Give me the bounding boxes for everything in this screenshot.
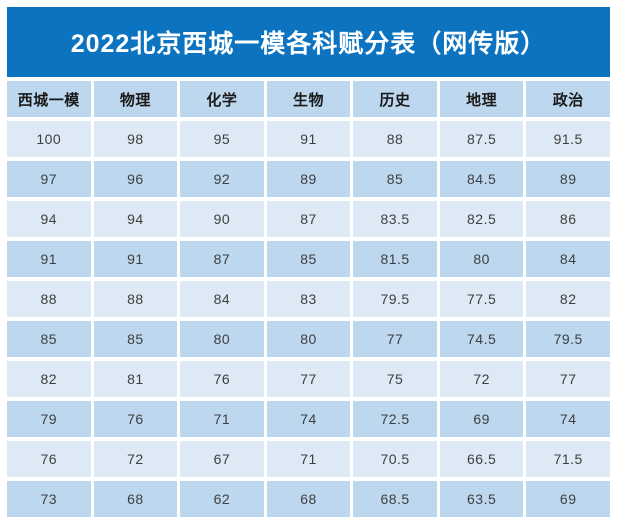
score-cell: 84 bbox=[526, 241, 610, 277]
score-cell: 69 bbox=[439, 401, 524, 437]
score-cell: 91 bbox=[7, 241, 91, 277]
score-cell: 77 bbox=[526, 361, 610, 397]
score-cell: 100 bbox=[7, 121, 91, 157]
score-cell: 85 bbox=[93, 321, 178, 357]
score-cell: 63.5 bbox=[439, 481, 524, 517]
score-cell: 79.5 bbox=[526, 321, 610, 357]
column-header: 物理 bbox=[93, 81, 178, 117]
score-cell: 71 bbox=[266, 441, 351, 477]
score-cell: 81 bbox=[93, 361, 178, 397]
score-cell: 81.5 bbox=[353, 241, 437, 277]
score-cell: 80 bbox=[266, 321, 351, 357]
score-cell: 77 bbox=[266, 361, 351, 397]
score-cell: 74 bbox=[266, 401, 351, 437]
score-cell: 83 bbox=[266, 281, 351, 317]
column-header: 西城一模 bbox=[7, 81, 91, 117]
score-cell: 75 bbox=[353, 361, 437, 397]
score-cell: 80 bbox=[439, 241, 524, 277]
score-cell: 85 bbox=[353, 161, 437, 197]
score-cell: 77.5 bbox=[439, 281, 524, 317]
score-cell: 87 bbox=[266, 201, 351, 237]
score-cell: 73 bbox=[7, 481, 91, 517]
score-cell: 79.5 bbox=[353, 281, 437, 317]
score-cell: 76 bbox=[93, 401, 178, 437]
score-cell: 91.5 bbox=[526, 121, 610, 157]
score-cell: 71.5 bbox=[526, 441, 610, 477]
score-cell: 74 bbox=[526, 401, 610, 437]
score-cell: 88 bbox=[353, 121, 437, 157]
score-cell: 84.5 bbox=[439, 161, 524, 197]
score-table: 西城一模 物理 化学 生物 历史 地理 政治 100 98 95 91 88 87.5 91.5 97 96 9… bbox=[7, 81, 610, 517]
score-cell: 82 bbox=[526, 281, 610, 317]
score-cell: 68 bbox=[266, 481, 351, 517]
score-cell: 80 bbox=[180, 321, 264, 357]
score-cell: 74.5 bbox=[439, 321, 524, 357]
score-cell: 94 bbox=[7, 201, 91, 237]
score-cell: 89 bbox=[526, 161, 610, 197]
score-cell: 85 bbox=[7, 321, 91, 357]
column-header: 政治 bbox=[526, 81, 610, 117]
page-title: 2022北京西城一模各科赋分表（网传版） bbox=[7, 7, 610, 77]
score-cell: 69 bbox=[526, 481, 610, 517]
score-cell: 98 bbox=[93, 121, 178, 157]
score-cell: 87 bbox=[180, 241, 264, 277]
score-cell: 82.5 bbox=[439, 201, 524, 237]
score-cell: 94 bbox=[93, 201, 178, 237]
score-cell: 83.5 bbox=[353, 201, 437, 237]
score-cell: 76 bbox=[7, 441, 91, 477]
score-cell: 79 bbox=[7, 401, 91, 437]
score-cell: 97 bbox=[7, 161, 91, 197]
score-cell: 72.5 bbox=[353, 401, 437, 437]
score-cell: 91 bbox=[93, 241, 178, 277]
score-cell: 90 bbox=[180, 201, 264, 237]
score-cell: 92 bbox=[180, 161, 264, 197]
score-cell: 77 bbox=[353, 321, 437, 357]
score-cell: 87.5 bbox=[439, 121, 524, 157]
score-cell: 68 bbox=[93, 481, 178, 517]
score-cell: 62 bbox=[180, 481, 264, 517]
score-cell: 91 bbox=[266, 121, 351, 157]
score-cell: 72 bbox=[439, 361, 524, 397]
column-header: 历史 bbox=[353, 81, 437, 117]
column-header: 地理 bbox=[439, 81, 524, 117]
score-cell: 89 bbox=[266, 161, 351, 197]
score-cell: 88 bbox=[93, 281, 178, 317]
score-cell: 76 bbox=[180, 361, 264, 397]
score-cell: 72 bbox=[93, 441, 178, 477]
column-header: 生物 bbox=[266, 81, 351, 117]
score-cell: 85 bbox=[266, 241, 351, 277]
score-cell: 86 bbox=[526, 201, 610, 237]
score-cell: 67 bbox=[180, 441, 264, 477]
score-cell: 88 bbox=[7, 281, 91, 317]
score-cell: 95 bbox=[180, 121, 264, 157]
score-cell: 66.5 bbox=[439, 441, 524, 477]
score-cell: 84 bbox=[180, 281, 264, 317]
score-cell: 68.5 bbox=[353, 481, 437, 517]
score-cell: 71 bbox=[180, 401, 264, 437]
column-header: 化学 bbox=[180, 81, 264, 117]
score-cell: 96 bbox=[93, 161, 178, 197]
score-cell: 70.5 bbox=[353, 441, 437, 477]
score-cell: 82 bbox=[7, 361, 91, 397]
